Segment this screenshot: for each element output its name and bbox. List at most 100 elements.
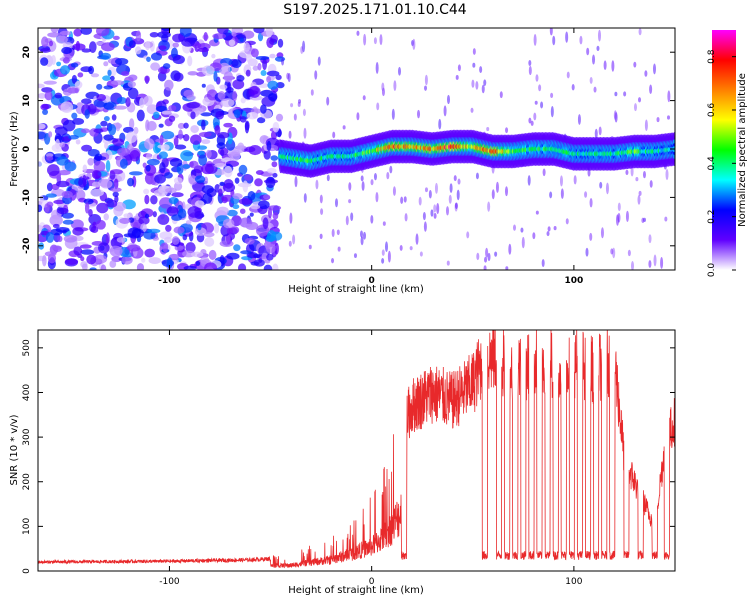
spectrogram-cell	[56, 61, 62, 67]
colorbar-tick-label: 0.6	[707, 103, 717, 118]
spectrogram-cell	[356, 30, 360, 36]
spectrogram-cell	[446, 94, 450, 105]
spectrogram-cell	[350, 212, 354, 221]
spectrogram-cell	[475, 172, 479, 180]
spectrogram-cell	[486, 126, 490, 132]
spectrogram-cell	[630, 166, 634, 177]
spectrogram-cell	[633, 61, 637, 68]
spectrogram-cell	[100, 120, 108, 127]
spectrogram-cell	[228, 39, 236, 47]
spectrogram-cell	[40, 103, 49, 111]
spectrogram-cell	[370, 179, 374, 186]
spectrogram-cell	[550, 92, 554, 98]
spectrogram-cell	[348, 182, 352, 191]
spectrogram-cell	[265, 176, 276, 189]
spectrogram-cell	[587, 169, 591, 177]
spectrogram-cell	[64, 161, 77, 172]
spectrogram-cell	[453, 175, 457, 182]
spectrogram-cell	[223, 165, 233, 178]
spectrogram-cell	[533, 112, 537, 121]
spectrogram-cell	[77, 72, 84, 78]
spectrogram-cell	[266, 75, 272, 83]
spectrogram-cell	[302, 40, 306, 53]
spectrogram-cell	[150, 52, 163, 61]
spectrogram-cell	[197, 47, 210, 53]
spectrogram-cell	[319, 233, 323, 240]
spectrogram-cell	[337, 246, 341, 252]
spectrogram-cell	[201, 139, 211, 145]
snr-ticks: -100 0 100 0 100 200 300 400 500	[22, 330, 675, 587]
chart-title: S197.2025.171.01.10.C44	[283, 2, 467, 18]
spectrogram-cell	[168, 196, 179, 205]
spectrogram-cell	[55, 180, 70, 188]
spectrogram-cell	[417, 109, 421, 119]
spectrogram-cell	[667, 115, 671, 120]
spectrogram-cell	[50, 28, 59, 33]
spectrogram-cell	[123, 213, 131, 219]
spectrogram-cell	[38, 123, 46, 130]
spectrogram-cell	[65, 258, 79, 265]
spectrogram-cell	[200, 112, 213, 117]
spectrogram-cell	[62, 119, 76, 132]
spectrogram-y-tick-label: 10	[22, 94, 32, 107]
spectrogram-cell	[110, 75, 115, 81]
spectrogram-cell	[91, 181, 101, 188]
spectrogram-cell	[535, 210, 539, 215]
spectrogram-cell	[113, 105, 128, 110]
spectrogram-cell	[538, 84, 542, 92]
spectrogram-cell	[589, 232, 593, 241]
spectrogram-cell	[171, 236, 180, 245]
spectrogram-cell	[262, 217, 269, 230]
spectrogram-cell	[261, 252, 269, 262]
spectrogram-x-tick-label: 100	[564, 276, 583, 286]
spectrogram-cell	[577, 114, 581, 125]
spectrogram-cell	[162, 63, 171, 70]
spectrogram-cell	[100, 264, 107, 270]
spectrogram-cell	[144, 75, 150, 83]
spectrogram-cell	[111, 114, 117, 121]
spectrogram-cell	[553, 226, 557, 231]
spectrogram-cell	[303, 127, 307, 139]
snr-y-tick-label: 500	[22, 339, 32, 356]
spectrogram-cell	[121, 255, 133, 265]
spectrogram-cell	[389, 165, 393, 174]
snr-y-tick-label: 400	[22, 384, 32, 401]
spectrogram-cell	[479, 66, 483, 74]
spectrogram-cell	[446, 260, 450, 266]
spectrogram-cell	[43, 80, 57, 85]
spectrogram-cell	[232, 90, 238, 102]
spectrogram-cell	[289, 212, 293, 224]
spectrogram-cell	[234, 109, 241, 119]
spectrogram-cell	[183, 134, 190, 142]
spectrogram-cell	[172, 42, 179, 48]
spectrogram-cell	[623, 91, 627, 97]
spectrogram-cell	[101, 42, 115, 52]
spectrogram-cell	[356, 112, 360, 121]
spectrogram-cell	[565, 218, 569, 225]
spectrogram-cell	[265, 235, 275, 242]
spectrogram-cell	[102, 75, 112, 81]
spectrogram-cell	[597, 29, 601, 42]
spectrogram-cell	[625, 169, 629, 176]
spectrogram-cell	[656, 117, 660, 123]
spectrogram-cell	[143, 95, 153, 107]
spectrogram-cell	[46, 182, 53, 192]
spectrogram-cell	[360, 230, 364, 238]
spectrogram-cell	[219, 181, 225, 187]
spectrogram-cell	[80, 128, 90, 134]
spectrogram-cell	[75, 189, 86, 201]
spectrogram-cell	[637, 194, 641, 205]
spectrogram-cell	[499, 91, 503, 99]
spectrogram-cell	[174, 144, 187, 150]
spectrogram-cell	[627, 249, 631, 257]
spectrogram-cell	[244, 120, 250, 131]
spectrogram-cell	[80, 28, 93, 35]
spectrogram-cell	[150, 195, 158, 205]
spectrogram-cell	[217, 147, 229, 156]
spectrogram-cell	[648, 260, 652, 268]
spectrogram-cell	[38, 92, 47, 99]
spectrogram-cell	[90, 73, 100, 78]
spectrogram-cell	[566, 71, 570, 79]
spectrogram-cell	[589, 198, 593, 208]
spectrogram-cell	[242, 180, 249, 193]
